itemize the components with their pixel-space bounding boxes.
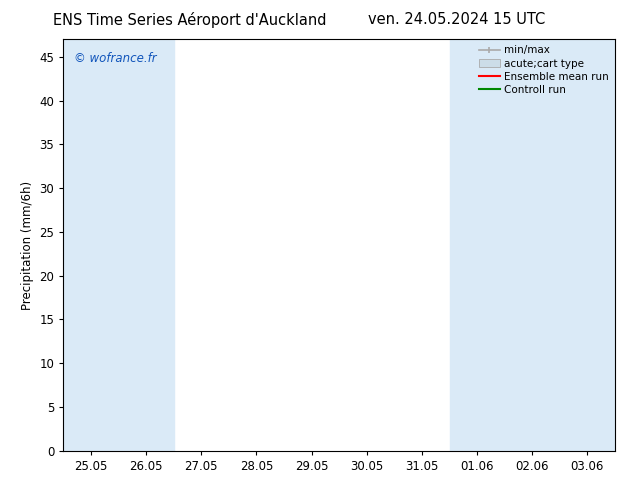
Y-axis label: Precipitation (mm/6h): Precipitation (mm/6h): [21, 180, 34, 310]
Bar: [560, 39, 615, 451]
Text: © wofrance.fr: © wofrance.fr: [74, 51, 157, 65]
Bar: [505, 39, 560, 451]
Text: ENS Time Series Aéroport d'Auckland: ENS Time Series Aéroport d'Auckland: [53, 12, 327, 28]
Text: ven. 24.05.2024 15 UTC: ven. 24.05.2024 15 UTC: [368, 12, 545, 27]
Bar: [63, 39, 119, 451]
Bar: [119, 39, 174, 451]
Legend: min/max, acute;cart type, Ensemble mean run, Controll run: min/max, acute;cart type, Ensemble mean …: [475, 41, 613, 99]
Bar: [450, 39, 505, 451]
